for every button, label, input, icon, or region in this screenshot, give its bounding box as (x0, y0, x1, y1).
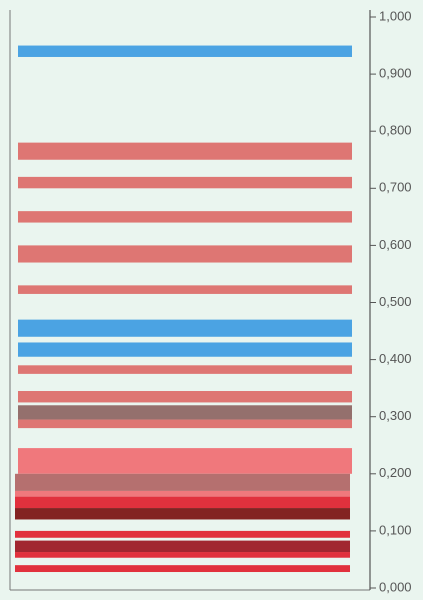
band (15, 496, 350, 509)
band (18, 245, 352, 263)
band (15, 508, 350, 520)
band (18, 405, 352, 420)
band (18, 448, 352, 474)
band (18, 285, 352, 294)
y-tick-label: 0,300 (379, 408, 412, 423)
y-tick-label: 0,100 (379, 522, 412, 537)
band (15, 490, 350, 497)
y-tick-label: 0,600 (379, 237, 412, 252)
band (15, 565, 350, 573)
band (15, 552, 350, 558)
band (15, 530, 350, 538)
band (18, 142, 352, 160)
band (18, 391, 352, 403)
band (18, 419, 352, 429)
band (18, 211, 352, 223)
band (18, 342, 352, 357)
band (15, 473, 350, 491)
y-tick-label: 0,800 (379, 123, 412, 138)
band (18, 365, 352, 374)
band (18, 176, 352, 189)
y-tick-label: 0,000 (379, 579, 412, 594)
y-tick-label: 1,000 (379, 8, 412, 23)
band (15, 540, 350, 553)
y-tick-label: 0,200 (379, 465, 412, 480)
band (18, 319, 352, 337)
y-tick-label: 0,700 (379, 180, 412, 195)
y-tick-label: 0,400 (379, 351, 412, 366)
y-tick-label: 0,500 (379, 294, 412, 309)
y-tick-label: 0,900 (379, 66, 412, 81)
band (18, 45, 352, 57)
